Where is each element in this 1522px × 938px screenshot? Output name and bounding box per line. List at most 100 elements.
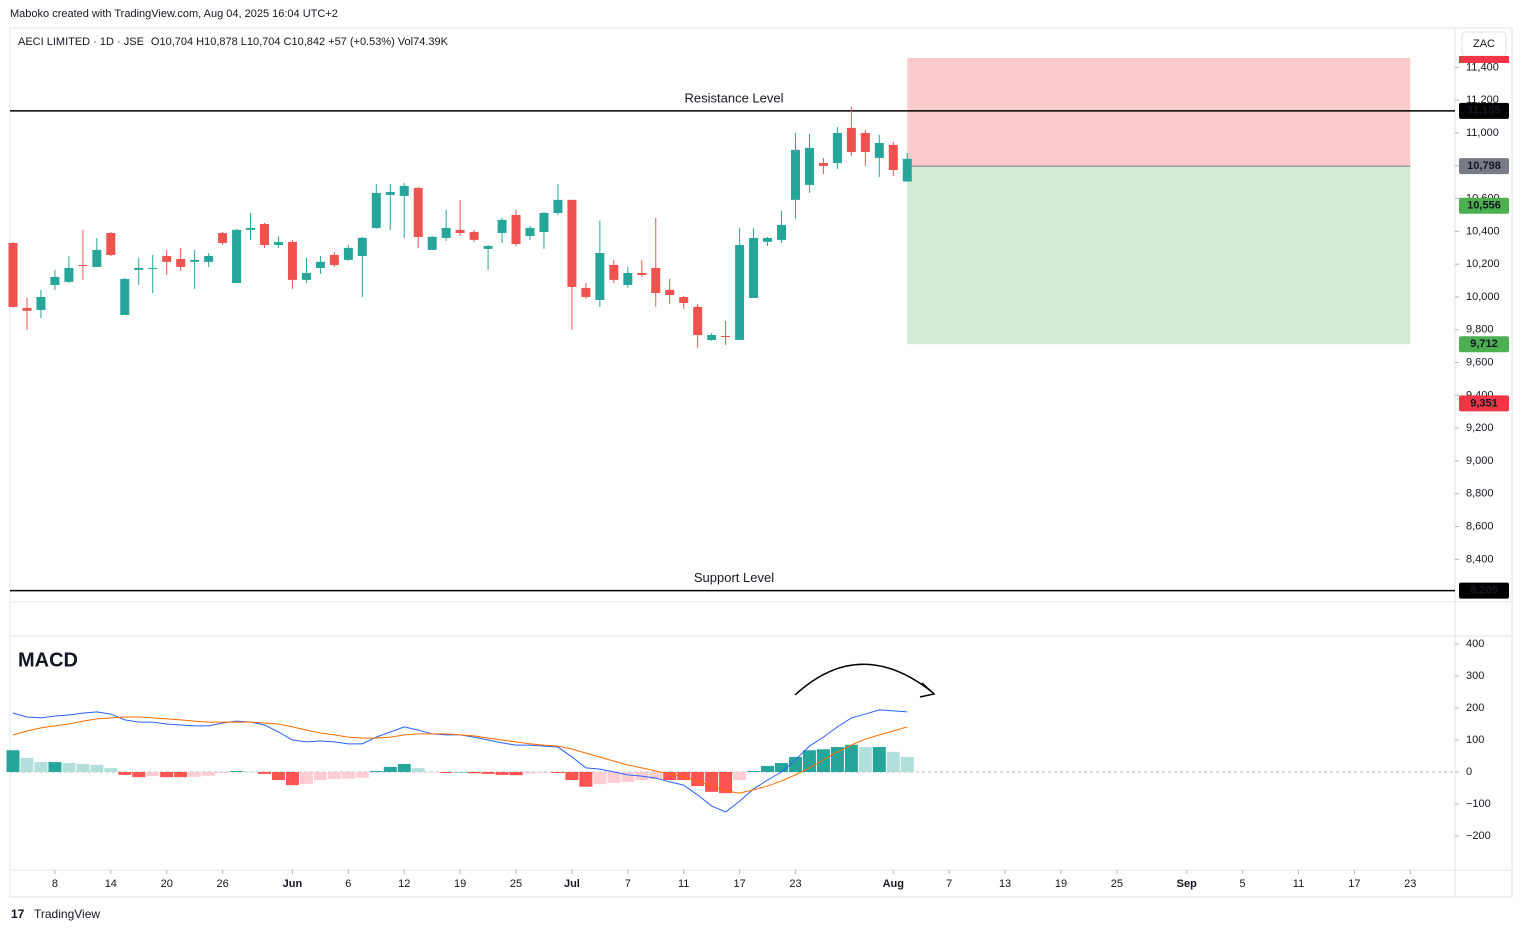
candle-body (106, 233, 116, 255)
histogram-bar (160, 772, 174, 778)
histogram-bar (146, 772, 160, 777)
candle-body (874, 142, 884, 158)
candle-body (665, 289, 675, 295)
candle-body (176, 258, 186, 267)
arrow-curve (794, 663, 933, 696)
histogram-bar (481, 772, 495, 774)
histogram-bar (691, 772, 705, 787)
candle-body (735, 244, 745, 340)
candle-body (749, 237, 759, 298)
currency-button[interactable] (1461, 31, 1507, 57)
histogram-bar (174, 772, 188, 778)
histogram-bar (230, 771, 244, 772)
histogram-bar (858, 747, 872, 772)
histogram-bar (355, 772, 369, 778)
candle-body (357, 237, 367, 256)
logo-icon: 17 (11, 907, 25, 921)
x-tick-label: 12 (398, 878, 410, 890)
histogram-bar (579, 772, 593, 787)
x-tick-label: 25 (1111, 878, 1123, 890)
x-tick-label: 17 (733, 878, 745, 890)
histogram-bar (383, 766, 397, 772)
arrow-head (919, 682, 936, 698)
y-tick-label: 8,800 (1466, 488, 1494, 500)
candle-body (92, 249, 102, 267)
histogram-bar (886, 751, 900, 772)
candle-body (260, 223, 270, 245)
candle-body (36, 296, 46, 310)
candle-body (497, 219, 507, 233)
currency[interactable]: ZAC (1473, 38, 1495, 50)
histogram-bar (844, 744, 858, 772)
candle-body (162, 255, 172, 262)
x-tick-label: 19 (454, 878, 466, 890)
histogram-bar (747, 771, 761, 772)
candle-body (287, 242, 297, 280)
candle-body (651, 267, 661, 294)
candle-body (623, 273, 633, 285)
x-tick-label: 25 (510, 878, 522, 890)
candle-body (902, 158, 912, 182)
footer-logo: TradingView (34, 907, 100, 921)
candle-body (777, 224, 787, 240)
candle-body (581, 287, 591, 297)
histogram-bar (216, 772, 230, 773)
price-badge (1459, 336, 1509, 353)
candle-body (539, 212, 549, 233)
candle-body (329, 254, 339, 265)
histogram-bar (537, 772, 551, 773)
legend-text: 10,842 (291, 36, 325, 48)
candle-body (190, 259, 200, 262)
histogram-bar (425, 772, 439, 773)
histogram-bar (76, 764, 90, 772)
x-tick-label: 5 (1240, 878, 1246, 890)
attribution: Maboko created with TradingView.com, Aug… (10, 8, 338, 20)
histogram-bar (327, 772, 341, 780)
histogram-bar (719, 772, 733, 794)
histogram-bar (816, 749, 830, 772)
target-zone (907, 166, 1411, 345)
histogram-bar (62, 763, 76, 772)
candle-body (595, 253, 605, 300)
x-tick-label: Sep (1177, 878, 1197, 890)
candle-body (455, 229, 465, 233)
candle-body (441, 227, 451, 238)
candle-body (134, 267, 144, 270)
histogram-bar (509, 772, 523, 776)
y-tick-label: −100 (1466, 798, 1491, 810)
candle-body (371, 192, 381, 228)
y-tick-label: −200 (1466, 830, 1491, 842)
candle-body (120, 278, 130, 315)
x-tick-label: 6 (345, 878, 351, 890)
histogram-bar (299, 772, 313, 784)
histogram-bar (34, 762, 48, 772)
x-tick-label: 19 (1055, 878, 1067, 890)
histogram-bar (607, 772, 621, 783)
histogram-bar (565, 772, 579, 780)
legend-text: 74.39K (413, 36, 449, 48)
y-tick-label: 100 (1466, 734, 1484, 746)
histogram-bar (132, 772, 146, 778)
histogram-bar (649, 772, 663, 780)
signal-line (12, 716, 908, 794)
histogram-bar (6, 750, 20, 772)
histogram-bar (20, 757, 34, 772)
histogram-bar (872, 747, 886, 772)
histogram-bar (802, 750, 816, 772)
x-tick-label: 8 (52, 878, 58, 890)
candle-body (232, 229, 242, 284)
y-tick-label: 200 (1466, 702, 1484, 714)
histogram-bar (733, 772, 747, 780)
y-tick-label: 9,200 (1466, 422, 1494, 434)
price-badge (1459, 197, 1509, 214)
histogram-bar (313, 772, 327, 780)
legend-text: L (241, 36, 247, 48)
histogram-bar (104, 768, 118, 772)
candle-body (343, 247, 353, 260)
histogram-bar (775, 763, 789, 772)
price-badge-label: 11,135 (1467, 105, 1500, 117)
candle-body (553, 199, 563, 213)
legend-text: 10,704 (247, 36, 281, 48)
histogram-bar (244, 772, 258, 773)
